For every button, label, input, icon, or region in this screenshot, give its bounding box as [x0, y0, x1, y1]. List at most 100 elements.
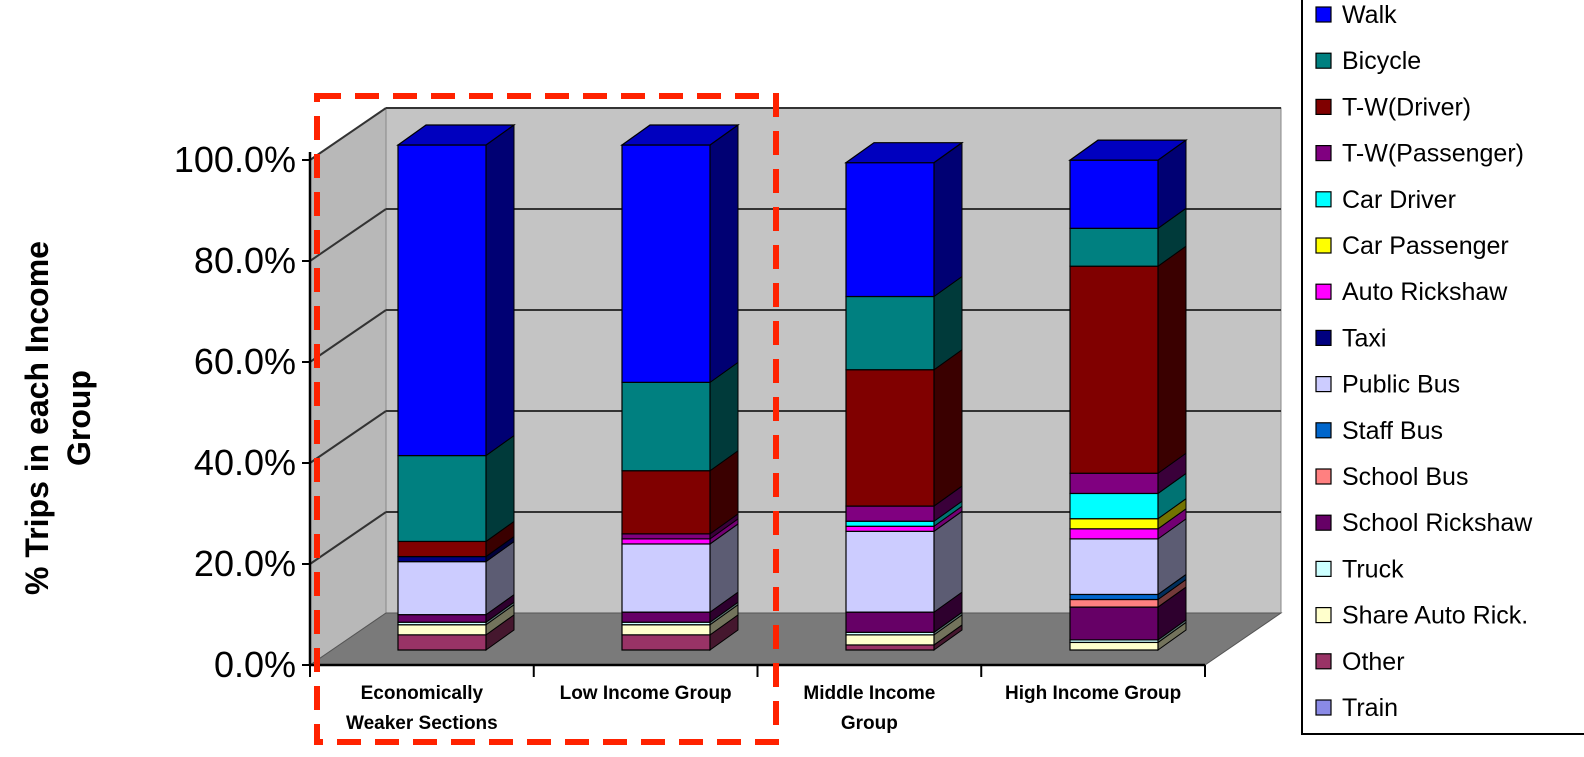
legend-item: Other	[1315, 648, 1405, 676]
legend-label: School Bus	[1342, 463, 1468, 491]
bar-front	[845, 162, 935, 298]
bar-front	[1069, 159, 1159, 229]
bar-front	[397, 555, 487, 563]
legend-swatch	[1315, 98, 1332, 116]
legend-item: Truck	[1315, 555, 1404, 583]
bar-segment	[621, 613, 739, 651]
legend-item: T-W(Driver)	[1315, 93, 1471, 121]
bar-stack-3	[1068, 139, 1188, 651]
legend-item: School Bus	[1315, 463, 1468, 491]
bar-segment	[845, 348, 963, 508]
bar-front	[1069, 606, 1159, 641]
x-category-label: Group	[841, 713, 898, 734]
highlight-dashed-rect	[314, 93, 779, 745]
y-axis-title-line: Group	[61, 370, 97, 466]
bar-top	[396, 124, 516, 146]
legend-label: Bicycle	[1342, 47, 1421, 75]
bar-front	[397, 634, 487, 651]
legend-swatch	[1315, 606, 1332, 624]
x-category-label: Middle Income	[803, 683, 935, 704]
legend-item: Staff Bus	[1315, 417, 1443, 445]
bar-segment	[1069, 472, 1187, 520]
bar-front	[845, 369, 935, 507]
legend-label: Truck	[1342, 555, 1404, 583]
legend-swatch	[1315, 699, 1332, 716]
bar-side	[485, 124, 515, 457]
legend-swatch	[1315, 191, 1332, 208]
bar-segment	[1069, 517, 1187, 596]
bar-front	[1069, 538, 1159, 596]
legend-label: Car Driver	[1342, 186, 1456, 214]
legend-item: Share Auto Rick.	[1315, 602, 1528, 630]
bar-top	[1068, 139, 1188, 161]
y-tick-label: 80.0%	[194, 240, 296, 281]
legend-item: T-W(Passenger)	[1315, 140, 1524, 168]
bar-front	[845, 525, 935, 532]
legend-label: School Rickshaw	[1342, 509, 1533, 537]
legend-label: Public Bus	[1342, 371, 1460, 399]
bar-front	[845, 505, 935, 522]
side-wall	[309, 107, 387, 666]
bar-front	[1069, 518, 1159, 530]
bar-segment	[845, 141, 963, 298]
legend-swatch	[1315, 145, 1332, 162]
bar-front	[845, 611, 935, 633]
y-axis-title-line: % Trips in each Income	[19, 241, 55, 595]
bar-front	[397, 144, 487, 457]
x-category-label: Low Income Group	[560, 683, 732, 704]
y-tick-label: 20.0%	[194, 543, 296, 584]
bar-front	[621, 144, 711, 383]
gridline-side	[309, 107, 387, 161]
legend-item: School Rickshaw	[1315, 509, 1533, 537]
x-category-label: Economically	[361, 683, 484, 704]
highlight-box	[314, 93, 779, 745]
bar-side	[933, 141, 963, 298]
legend-swatch	[1315, 237, 1332, 254]
legend-frame	[1301, 0, 1584, 735]
bar-segment	[397, 520, 515, 558]
legend-label: T-W(Passenger)	[1342, 140, 1524, 168]
bar-segment	[397, 540, 515, 616]
bar-front	[621, 624, 711, 636]
legend-swatch	[1315, 468, 1332, 485]
x-category-label: Weaker Sections	[346, 713, 498, 734]
x-category-labels: Economically Weaker Sections Low Income Gr…	[346, 683, 1181, 734]
legend-label: Taxi	[1342, 324, 1386, 352]
bar-front	[1069, 641, 1159, 651]
bar-side	[933, 348, 963, 508]
bar-front	[845, 530, 935, 613]
bar-stack-1	[620, 124, 740, 651]
legend-item: Auto Rickshaw	[1315, 278, 1508, 306]
bar-segment	[1069, 207, 1187, 268]
legend-item: Walk	[1315, 1, 1397, 29]
bar-front	[621, 538, 711, 545]
bar-top	[620, 124, 740, 146]
legend-swatch	[1315, 6, 1332, 23]
legend-label: Walk	[1342, 1, 1397, 29]
bar-front	[397, 624, 487, 636]
bar-stack-0	[396, 124, 516, 651]
bar-front	[621, 533, 711, 540]
bar-segment	[621, 449, 739, 535]
bar-front	[845, 295, 935, 371]
legend-label: Auto Rickshaw	[1342, 278, 1508, 306]
bar-segment	[1069, 139, 1187, 230]
legend: Walk Bicycle T-W(Driver) T-W(Passenger) Car …	[1301, 0, 1584, 735]
bar-front	[621, 543, 711, 613]
axes	[302, 152, 1206, 677]
legend-label: Share Auto Rick.	[1342, 602, 1528, 630]
legend-item: Car Driver	[1315, 186, 1456, 214]
bar-front	[1069, 227, 1159, 267]
bar-side	[709, 124, 739, 384]
bar-front	[621, 611, 711, 623]
bar-segment	[397, 434, 515, 543]
legend-label: Staff Bus	[1342, 417, 1443, 445]
bar-front	[397, 540, 487, 558]
bar-front	[1069, 598, 1159, 608]
bar-side	[1157, 245, 1187, 475]
legend-label: Car Passenger	[1342, 232, 1509, 260]
bar-segment	[1069, 452, 1187, 495]
legend-item: Car Passenger	[1315, 232, 1509, 260]
bar-front	[845, 634, 935, 646]
y-axis-title: % Trips in each Income Group	[19, 241, 97, 595]
